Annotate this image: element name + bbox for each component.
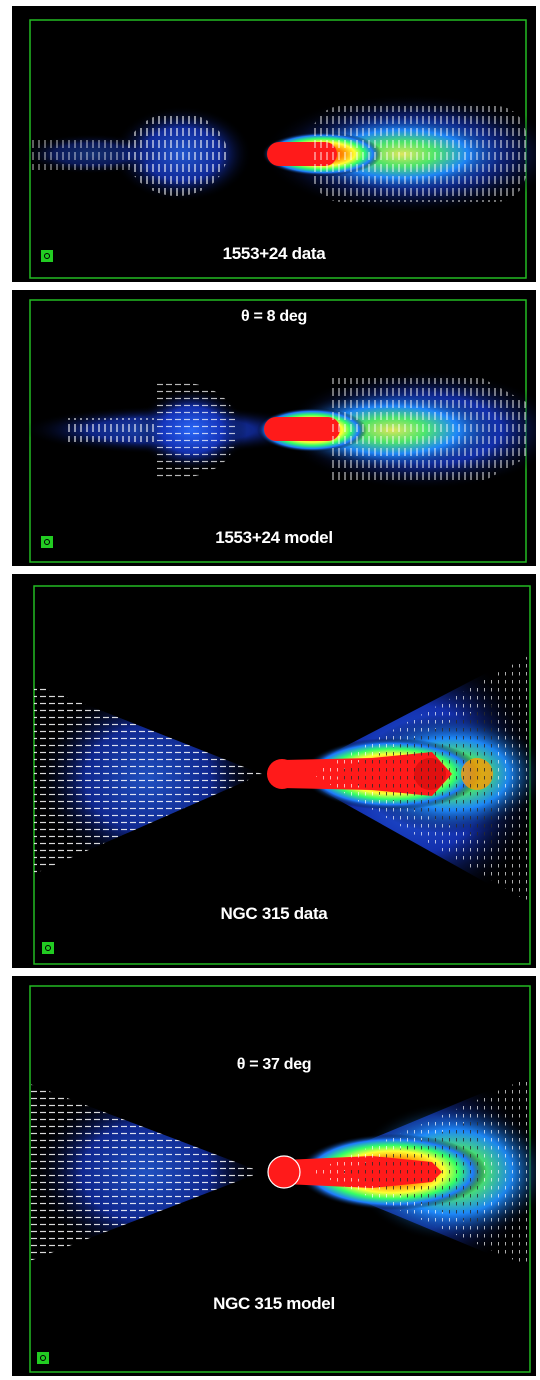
panel-1553-24-model: θ = 8 deg 1553+24 model	[12, 290, 536, 566]
panel-ngc-315-data: NGC 315 data	[12, 574, 536, 968]
beam-marker-icon	[41, 250, 53, 262]
panel-1553-24-data: 1553+24 data	[12, 6, 536, 282]
image-ngc-315-data	[33, 585, 536, 965]
panel-ngc-315-model: θ = 37 deg NGC 315 model	[12, 976, 536, 1376]
beam-marker-icon	[42, 942, 54, 954]
image-1553-24-data	[22, 19, 536, 279]
image-1553-24-model	[22, 299, 536, 563]
beam-marker-icon	[37, 1352, 49, 1364]
image-ngc-315-model	[29, 985, 536, 1373]
beam-marker-icon	[41, 536, 53, 548]
